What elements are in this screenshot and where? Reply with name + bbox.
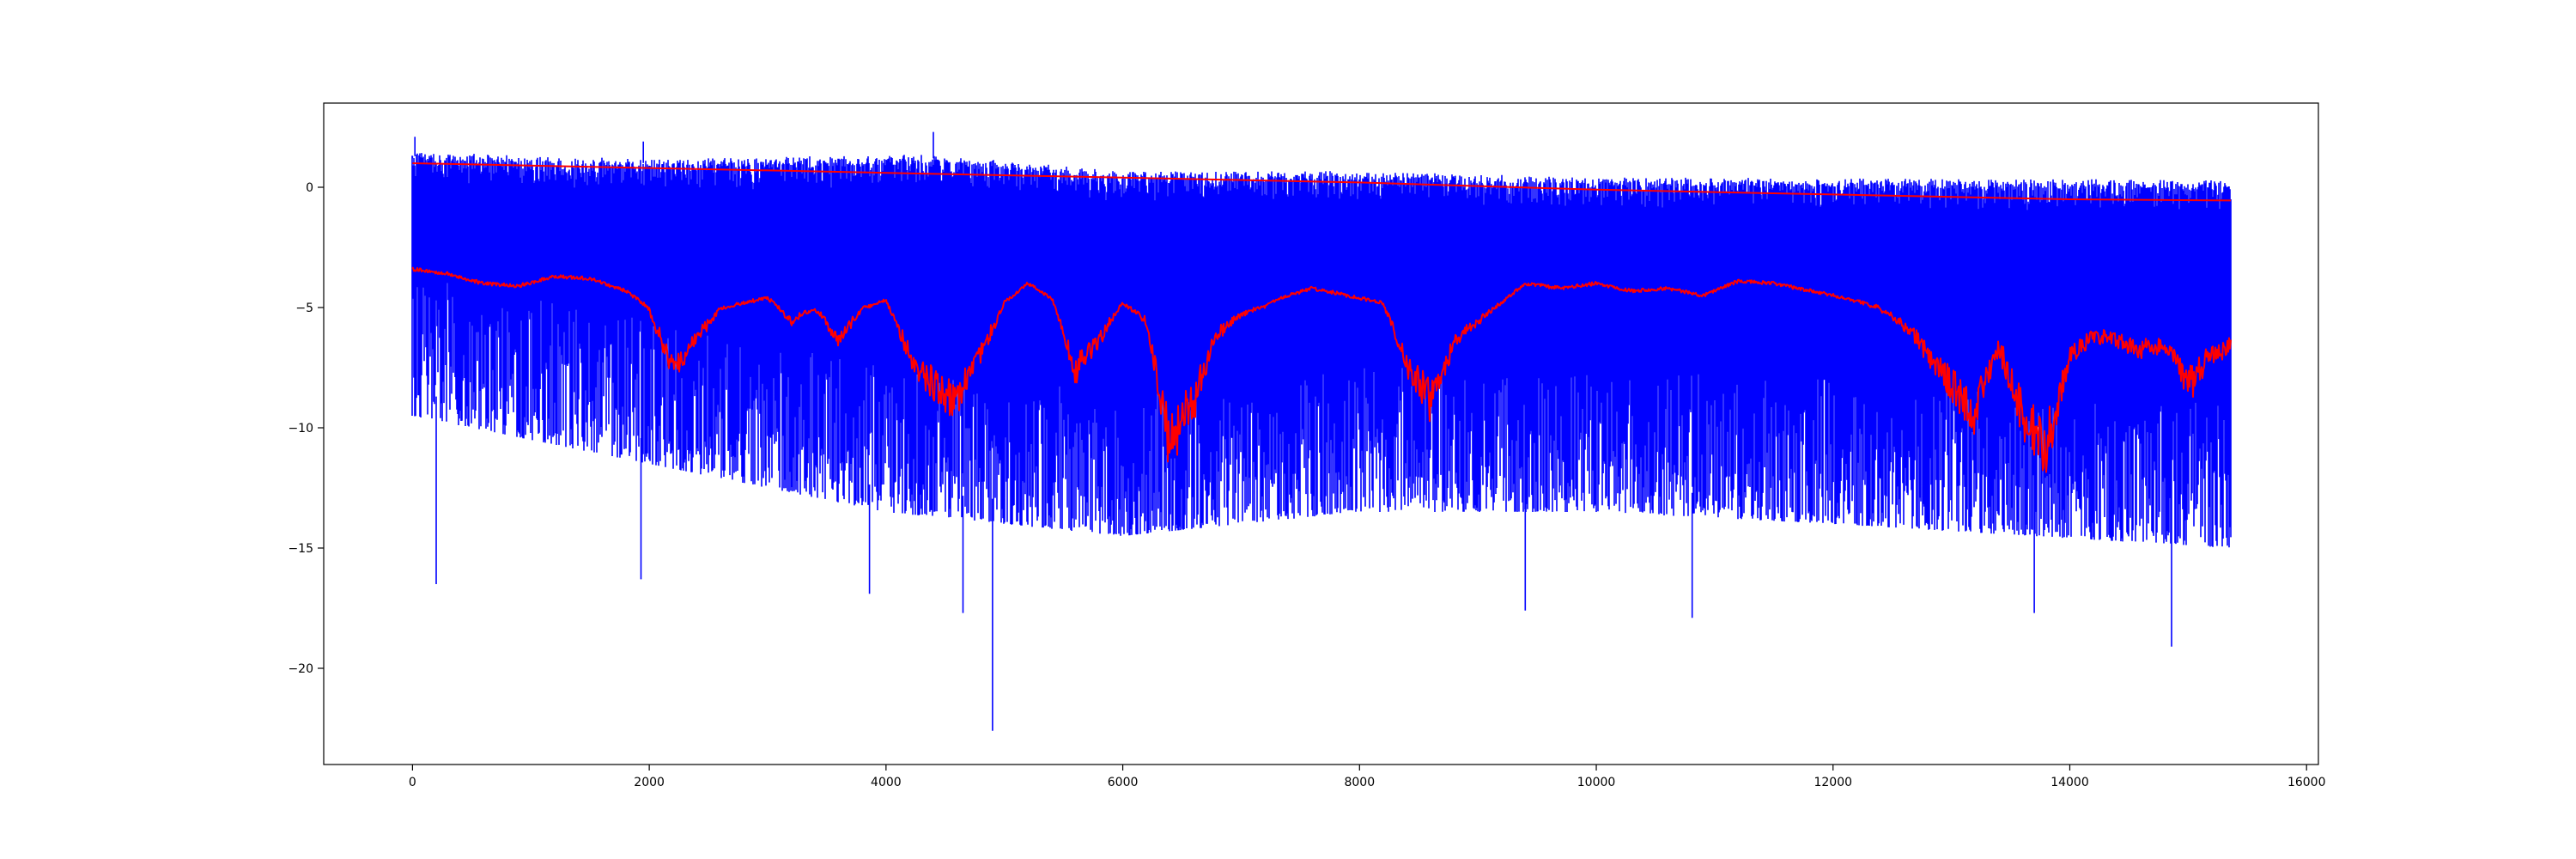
y-tick-label: −10 [288, 422, 313, 436]
x-tick-label: 6000 [1108, 776, 1139, 789]
series-1-line [412, 162, 2232, 202]
x-tick-label: 14000 [2050, 776, 2089, 789]
series-2-line [411, 266, 2232, 473]
y-tick-label: −5 [295, 302, 313, 315]
series-0-noise [411, 131, 2232, 731]
x-tick-label: 0 [409, 776, 416, 789]
x-tick-label: 10000 [1577, 776, 1616, 789]
y-tick-label: −15 [288, 542, 313, 556]
x-tick-label: 2000 [634, 776, 665, 789]
plot-area [411, 131, 2232, 731]
y-axis: 0 −5 −10 −15 −20 [288, 181, 324, 676]
y-tick-label: −20 [288, 662, 313, 676]
axes-frame [323, 102, 2319, 765]
x-tick-label: 12000 [1814, 776, 1852, 789]
x-tick-label: 4000 [871, 776, 902, 789]
x-tick-label: 16000 [2287, 776, 2326, 789]
x-tick-label: 8000 [1344, 776, 1375, 789]
x-axis: 0 2000 4000 6000 8000 10000 12000 14000 16000 [409, 765, 2326, 789]
y-tick-label: 0 [306, 181, 313, 195]
